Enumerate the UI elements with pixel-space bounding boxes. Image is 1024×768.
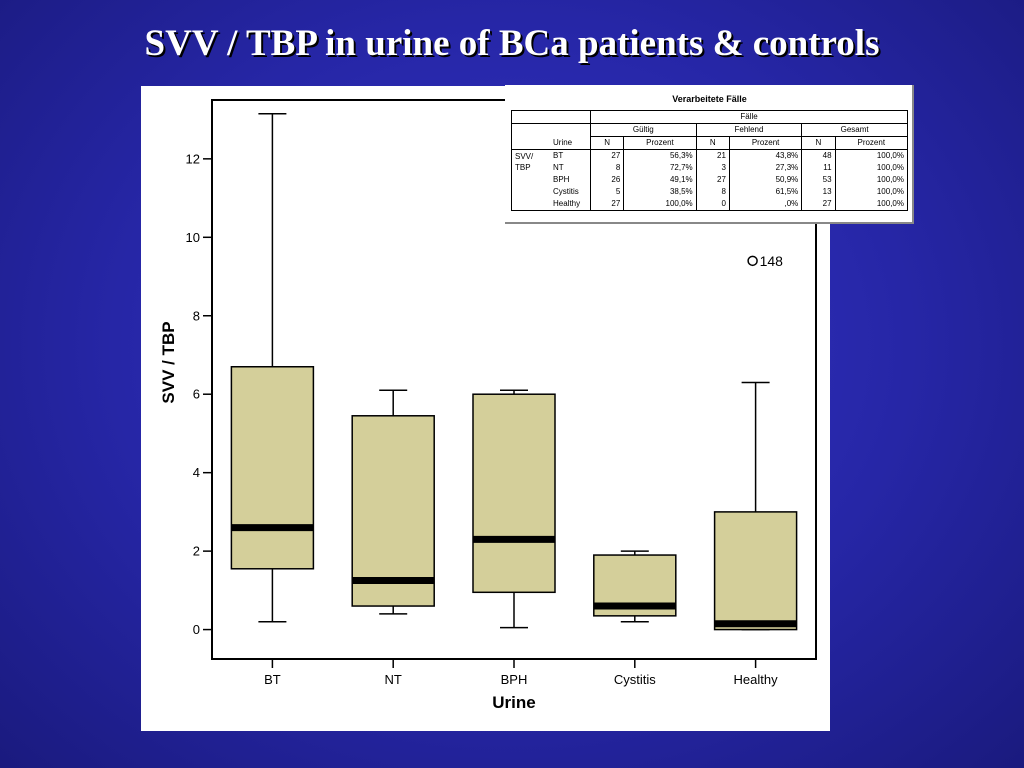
y-axis-label: SVV / TBP	[159, 321, 178, 403]
table-cell: 3	[695, 162, 730, 174]
table-row: Cystitis 5 38,5% 8 61,5% 13 100,0%	[512, 186, 908, 198]
table-corner	[511, 110, 591, 124]
table-cell: 13	[801, 186, 836, 198]
y-tick-label: 10	[186, 230, 200, 245]
table-cell: 53	[801, 174, 836, 186]
table-row-label: BT	[553, 151, 564, 160]
y-tick-label: 0	[193, 622, 200, 637]
box-bph	[472, 393, 556, 594]
table-row: NT 8 72,7% 3 27,3% 11 100,0%	[512, 162, 908, 174]
table-cell: 61,5%	[728, 186, 802, 198]
outlier-point	[747, 255, 758, 267]
table-cell: 27	[695, 174, 730, 186]
table-cell: 0	[695, 198, 730, 211]
table-cell: 72,7%	[623, 162, 697, 174]
x-tick-label: BPH	[501, 672, 528, 687]
box-bt	[230, 366, 315, 570]
table-cell: 100,0%	[834, 198, 908, 211]
table-cell: ,0%	[728, 198, 802, 211]
table-cell: 100,0%	[834, 174, 908, 186]
table-group-missing: Fehlend	[695, 123, 802, 137]
table-col-n-total: N	[801, 136, 836, 150]
table-cell: 21	[695, 149, 730, 162]
table-col-pct-total: Prozent	[834, 136, 908, 150]
table-caption: Verarbeitete Fälle	[672, 94, 747, 104]
table-row-label: Cystitis	[553, 187, 579, 196]
outlier-label: 148	[760, 253, 784, 269]
y-tick-label: 12	[186, 151, 200, 166]
processed-cases-table: Fälle Gültig Fehlend Gesamt Urine N Proz…	[511, 110, 908, 211]
table-row: SVV/ TBP BT 27 56,3% 21 43,8% 48 100,0%	[512, 149, 908, 172]
table-row-label: NT	[553, 163, 564, 172]
table-cell: 100,0%	[834, 186, 908, 198]
table-cell: 56,3%	[623, 149, 697, 162]
table-cell: 100,0%	[834, 149, 908, 162]
box-nt	[351, 415, 435, 607]
table-var-blank	[511, 136, 550, 150]
table-col-n-missing: N	[695, 136, 730, 150]
table-row: BPH 26 49,1% 27 50,9% 53 100,0%	[512, 174, 908, 186]
table-cell: 27	[589, 198, 624, 211]
x-axis-label: Urine	[492, 693, 535, 712]
table-cell: 49,1%	[623, 174, 697, 186]
table-cell: 5	[589, 186, 624, 198]
table-cell: 50,9%	[728, 174, 802, 186]
y-tick-label: 6	[193, 387, 200, 402]
table-cell: 8	[695, 186, 730, 198]
table-cell: 8	[589, 162, 624, 174]
processed-cases-table-panel: Verarbeitete Fälle Fälle Gültig Fehlend …	[505, 85, 914, 224]
x-tick-label: Cystitis	[614, 672, 656, 687]
x-tick-label: BT	[264, 672, 281, 687]
slide-title: SVV / TBP in urine of BCa patients & con…	[144, 23, 880, 64]
table-cell: 43,8%	[728, 149, 802, 162]
x-tick-label: NT	[385, 672, 402, 687]
table-row: Healthy 27 100,0% 0 ,0% 27 100,0%	[512, 198, 908, 211]
table-row-var-header: Urine	[550, 136, 591, 150]
table-col-pct-valid: Prozent	[623, 136, 697, 150]
table-row-label: BPH	[553, 175, 570, 184]
table-cell: 26	[589, 174, 624, 186]
table-cell: 11	[801, 162, 836, 174]
table-header-faelle: Fälle	[590, 110, 908, 124]
table-corner-2	[512, 124, 591, 137]
table-cell: 27,3%	[728, 162, 802, 174]
box-healthy	[713, 511, 798, 631]
boxplot-chart: 0 2 4 6 8 10 12 BT NT BPH Cystitis Healthy Urine SVV …	[159, 99, 817, 712]
y-tick-label: 8	[193, 308, 200, 323]
table-cell: 38,5%	[623, 186, 697, 198]
x-tick-label: Healthy	[734, 672, 779, 687]
table-variable-label: SVV/ TBP	[515, 152, 534, 172]
table-group-total: Gesamt	[801, 123, 908, 137]
table-group-valid: Gültig	[590, 123, 697, 137]
table-row-label: Healthy	[553, 199, 581, 208]
table-cell: 48	[801, 149, 836, 162]
table-cell: 27	[801, 198, 836, 211]
table-cell: 100,0%	[834, 162, 908, 174]
table-cell: 27	[589, 149, 624, 162]
table-col-n-valid: N	[589, 136, 624, 150]
y-tick-label: 4	[193, 465, 200, 480]
table-col-pct-missing: Prozent	[728, 136, 802, 150]
table-cell: 100,0%	[623, 198, 697, 211]
y-tick-label: 2	[193, 544, 200, 559]
